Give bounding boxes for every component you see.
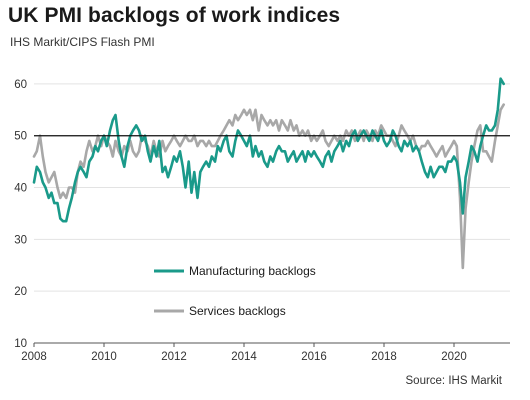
chart-subtitle: IHS Markit/CIPS Flash PMI	[10, 35, 155, 49]
manufacturing-backlogs-line	[32, 77, 505, 223]
x-tick-label: 2012	[161, 351, 187, 363]
x-axis-ticks: 2008 2010 2012 2014 2016 2018 2020	[21, 343, 467, 363]
y-tick-label: 60	[14, 79, 27, 91]
series-lines	[32, 77, 505, 270]
source-note: Source: IHS Markit	[405, 375, 503, 387]
legend-label: Services backlogs	[189, 304, 286, 318]
x-tick-label: 2008	[21, 351, 47, 363]
legend: Manufacturing backlogs Services backlogs	[154, 264, 316, 318]
x-tick-label: 2018	[371, 351, 397, 363]
y-tick-label: 20	[14, 286, 27, 298]
y-tick-label: 30	[14, 234, 27, 246]
x-tick-label: 2020	[441, 351, 467, 363]
y-tick-label: 50	[14, 131, 27, 143]
x-tick-label: 2014	[231, 351, 257, 363]
y-axis-ticks: 10 20 30 40 50 60	[14, 79, 27, 350]
chart-title: UK PMI backlogs of work indices	[8, 4, 341, 27]
services-backlogs-line	[32, 103, 505, 270]
x-tick-label: 2010	[91, 351, 117, 363]
y-tick-label: 40	[14, 183, 27, 195]
x-tick-label: 2016	[301, 351, 327, 363]
y-tick-label: 10	[14, 338, 27, 350]
legend-label: Manufacturing backlogs	[189, 264, 316, 278]
